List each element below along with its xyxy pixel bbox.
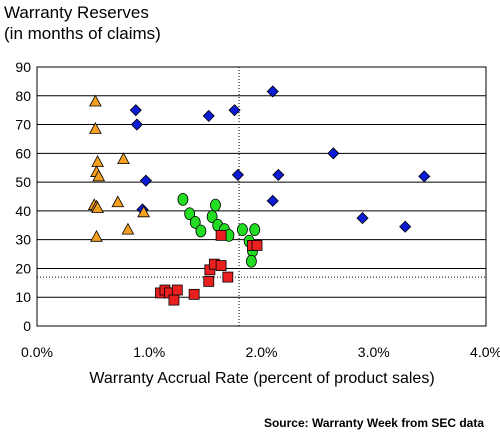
chart-title: Warranty Reserves (in months of claims) <box>4 2 161 44</box>
point-triangle-1-11 <box>137 205 151 218</box>
source-note: Source: Warranty Week from SEC data <box>263 416 484 430</box>
x-tick-label-4: 4.0% <box>470 344 500 360</box>
chart-title-line2: (in months of claims) <box>4 24 161 43</box>
point-circle-2-4 <box>206 210 218 224</box>
y-tick-label-3: 30 <box>15 232 31 248</box>
point-circle-2-9 <box>237 223 248 236</box>
point-diamond-0-10 <box>327 147 340 160</box>
point-triangle-1-10 <box>121 222 135 235</box>
point-triangle-1-0 <box>88 94 102 107</box>
point-diamond-0-7 <box>266 85 279 98</box>
point-diamond-0-6 <box>231 168 244 181</box>
y-tick-label-2: 20 <box>15 260 31 276</box>
point-square-3-9 <box>215 260 227 271</box>
y-tick-label-0: 0 <box>23 318 31 334</box>
point-diamond-0-8 <box>272 168 285 181</box>
point-diamond-0-9 <box>266 194 279 207</box>
x-tick-label-3: 3.0% <box>358 344 390 360</box>
point-circle-2-13 <box>245 254 257 268</box>
point-square-3-5 <box>188 288 200 300</box>
data-points <box>87 85 431 306</box>
x-tick-label-1: 1.0% <box>133 344 165 360</box>
grid-layer <box>37 95 486 298</box>
y-tick-label-4: 40 <box>15 203 31 219</box>
point-triangle-1-2 <box>91 155 104 167</box>
point-diamond-0-1 <box>130 118 143 131</box>
chart-title-line1: Warranty Reserves <box>4 3 149 22</box>
point-triangle-1-1 <box>88 122 102 134</box>
reference-lines <box>37 67 486 326</box>
y-tick-label-8: 80 <box>15 88 31 104</box>
point-diamond-0-0 <box>129 104 142 117</box>
point-diamond-0-4 <box>202 109 215 122</box>
point-diamond-0-11 <box>356 212 369 225</box>
point-circle-2-1 <box>184 207 196 221</box>
point-circle-2-2 <box>189 215 201 229</box>
point-square-3-4 <box>171 284 183 296</box>
y-tick-label-6: 60 <box>15 145 31 161</box>
point-square-3-11 <box>215 229 227 241</box>
point-diamond-0-2 <box>139 174 152 187</box>
y-tick-label-9: 90 <box>15 59 31 75</box>
point-diamond-0-5 <box>228 104 241 117</box>
point-square-3-10 <box>222 271 234 283</box>
point-diamond-0-12 <box>399 220 412 233</box>
point-triangle-1-4 <box>92 169 106 182</box>
point-diamond-0-13 <box>418 170 431 183</box>
point-circle-2-3 <box>195 224 207 238</box>
x-tick-label-0: 0.0% <box>21 344 53 360</box>
x-tick-label-2: 2.0% <box>246 344 278 360</box>
point-triangle-1-8 <box>111 195 125 208</box>
y-tick-label-1: 10 <box>15 289 31 305</box>
point-square-3-6 <box>203 275 215 287</box>
point-circle-2-5 <box>210 198 221 212</box>
point-circle-2-11 <box>249 223 261 236</box>
point-circle-2-0 <box>177 192 189 206</box>
point-triangle-1-7 <box>91 201 104 213</box>
y-tick-label-7: 70 <box>15 117 31 133</box>
y-tick-label-5: 50 <box>15 174 31 190</box>
point-triangle-1-12 <box>90 229 103 242</box>
x-axis-label: Warranty Accrual Rate (percent of produc… <box>89 370 435 387</box>
tick-labels: 0 10 20 30 40 50 60 70 80 90 0.0% 1.0% 2.0% 3.0% 4.0% <box>15 59 500 360</box>
point-square-3-3 <box>168 294 180 306</box>
point-square-3-13 <box>251 240 263 251</box>
plot-frame <box>36 66 487 327</box>
point-triangle-1-9 <box>117 152 130 164</box>
